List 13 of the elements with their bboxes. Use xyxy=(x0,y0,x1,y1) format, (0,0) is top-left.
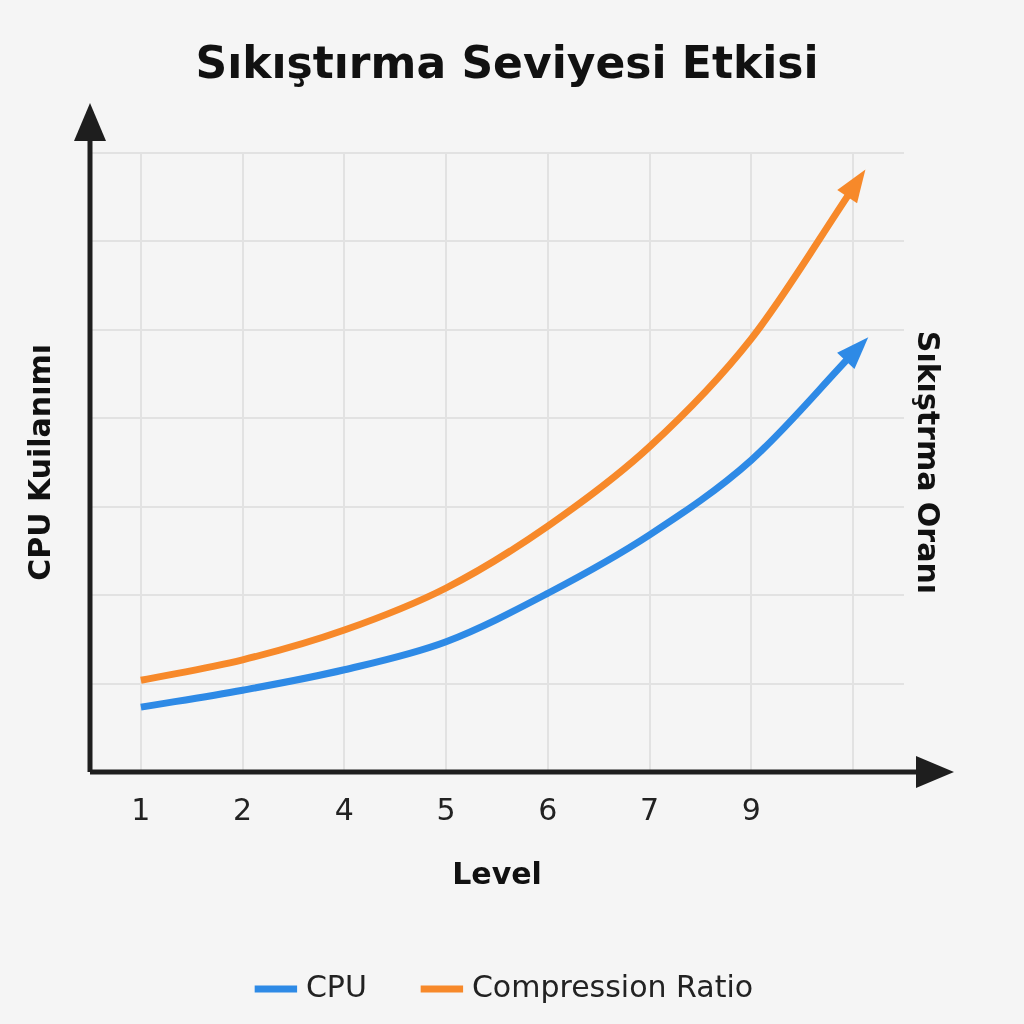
y-axis-title: CPU Kuilanımı xyxy=(21,343,57,581)
x-tick-label: 2 xyxy=(233,791,253,827)
y2-axis-title: Sıkıştrma Oranı xyxy=(911,330,947,595)
legend-label: Compression Ratio xyxy=(471,968,754,1004)
x-tick-label: 1 xyxy=(131,791,151,827)
x-tick-label: 5 xyxy=(436,791,456,827)
legend-label: CPU xyxy=(305,968,367,1004)
chart-title: Sıkıştırma Seviyesi Etkisi xyxy=(195,36,819,88)
x-tick-label: 4 xyxy=(334,791,354,827)
x-tick-label: 9 xyxy=(741,791,761,827)
x-tick-label: 6 xyxy=(538,791,558,827)
x-tick-label: 7 xyxy=(640,791,660,827)
x-axis-title: Level xyxy=(452,855,542,891)
